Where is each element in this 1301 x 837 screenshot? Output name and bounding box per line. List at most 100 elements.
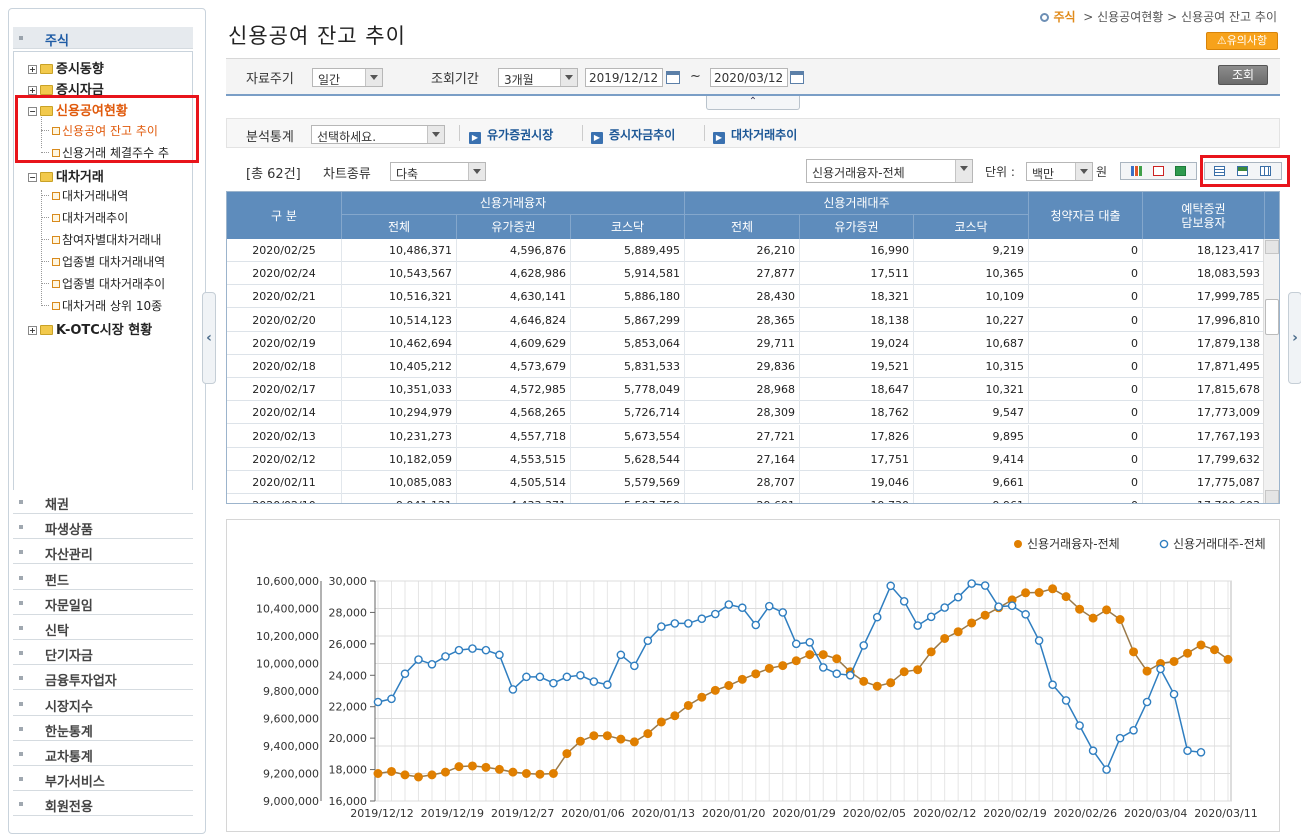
data-point: [1115, 733, 1125, 743]
location-icon: [1040, 13, 1050, 22]
tree-item-kotc[interactable]: + K-OTC시장 현황: [28, 323, 153, 338]
tree-item-lending-history[interactable]: 대차거래내역: [52, 187, 128, 204]
sidebar-menu-item[interactable]: 한눈통계: [13, 716, 193, 741]
tree-item-sector-lending-trend[interactable]: 업종별 대차거래추이: [52, 275, 165, 292]
table-row: 2020/02/109,941,1214,433,3715,507,75029,…: [227, 494, 1265, 503]
header-loan-kospi: 유가증권: [457, 215, 571, 239]
y-left-tick-label: 9,600,000: [263, 713, 319, 726]
data-point: [616, 650, 626, 660]
series-select[interactable]: 신용거래융자-전체: [806, 159, 973, 183]
grid-view-icon[interactable]: [1260, 166, 1271, 176]
tree-item-lending-trend[interactable]: 대차거래추이: [52, 209, 128, 226]
tree-item-market-funds[interactable]: + 증시자금: [28, 83, 104, 98]
collapse-icon[interactable]: −: [28, 107, 37, 116]
search-button[interactable]: 조회: [1218, 65, 1268, 85]
x-tick-label: 2019/12/27: [491, 807, 554, 820]
end-date-input[interactable]: 2020/03/12: [710, 68, 788, 87]
period-select[interactable]: 일간: [312, 68, 383, 87]
sidebar-menu-item[interactable]: 신탁: [13, 616, 193, 640]
tree-item-participant-lending[interactable]: 참여자별대차거래내: [52, 231, 161, 248]
expand-panel-tab[interactable]: ›: [1288, 292, 1301, 384]
y-left-tick-label: 9,800,000: [263, 685, 319, 698]
chevron-left-icon: ‹: [206, 330, 212, 346]
chart-export-icon[interactable]: [1131, 166, 1142, 176]
sidebar-menu-item[interactable]: 시장지수: [13, 691, 193, 716]
start-date-input[interactable]: 2019/12/12: [585, 68, 663, 87]
tree-item-stock-lending[interactable]: − 대차거래: [28, 170, 104, 185]
unit-suffix: 원: [1096, 165, 1108, 179]
scroll-down-icon[interactable]: [1265, 490, 1279, 503]
tree-item-credit-balance-trend[interactable]: 신용공여 잔고 추이: [52, 122, 158, 139]
bullet-icon: [19, 777, 23, 782]
scroll-thumb[interactable]: [1265, 299, 1279, 335]
table-cell: 5,831,533: [571, 355, 685, 378]
table-cell: 28,309: [685, 401, 800, 425]
link-kospi-market[interactable]: ▶ 유가증권시장: [469, 126, 553, 144]
sidebar-menu-item[interactable]: 회원전용: [13, 792, 193, 817]
sidebar-menu-item[interactable]: 자산관리: [13, 540, 193, 565]
chart-table-view-icon[interactable]: [1237, 166, 1248, 176]
unit-select[interactable]: 백만: [1026, 162, 1093, 181]
data-point: [940, 633, 950, 643]
chart-type-select[interactable]: 다축: [390, 162, 486, 181]
expand-icon[interactable]: +: [28, 65, 37, 74]
sidebar-menu-item[interactable]: 금융투자업자: [13, 666, 193, 691]
calendar-icon[interactable]: [666, 71, 680, 84]
table-cell: 5,579,569: [571, 471, 685, 494]
table-cell: 17,879,138: [1143, 331, 1265, 355]
collapse-filter-toggle[interactable]: ⌃: [706, 96, 800, 110]
table-cell: 19,730: [800, 494, 914, 503]
table-cell: 17,767,193: [1143, 424, 1265, 448]
sidebar-menu-item[interactable]: 단기자금: [13, 641, 193, 666]
table-cell: 16,990: [800, 239, 914, 262]
sidebar-menu-item[interactable]: 채권: [13, 490, 193, 514]
data-point: [764, 663, 774, 673]
pdf-icon[interactable]: [1153, 166, 1164, 176]
expand-icon[interactable]: +: [28, 86, 37, 95]
calendar-icon[interactable]: [790, 71, 804, 84]
tree-item-credit-shares-trend[interactable]: 신용거래 체결주수 추: [52, 144, 169, 161]
tree-item-top10-lending[interactable]: 대차거래 상위 10종: [52, 297, 162, 314]
breadcrumb-home[interactable]: 주식: [1053, 10, 1076, 24]
table-row: 2020/02/25 10,486,371 4,596,876 5,889,495 26…: [227, 239, 1265, 262]
link-market-funds-trend[interactable]: ▶ 증시자금추이: [591, 126, 675, 144]
data-point: [980, 581, 990, 590]
table-row: 2020/02/18 10,405,212 4,573,679 5,831,533 29…: [227, 355, 1265, 378]
data-point: [1183, 648, 1193, 658]
tree-item-sector-lending-history[interactable]: 업종별 대차거래내역: [52, 253, 165, 270]
sidebar-menu-label: 자문일임: [45, 598, 93, 614]
table-view-icon[interactable]: [1214, 166, 1225, 176]
collapse-sidebar-tab[interactable]: ‹: [202, 292, 216, 384]
sidebar-menu-item[interactable]: 펀드: [13, 565, 193, 590]
table-scrollbar[interactable]: [1263, 239, 1279, 503]
sidebar-header[interactable]: 주식: [13, 27, 193, 49]
table-cell: 10,462,694: [342, 331, 457, 355]
data-point: [630, 661, 639, 671]
tree-item-credit-status[interactable]: − 신용공여현황: [28, 104, 128, 119]
excel-icon[interactable]: [1175, 166, 1186, 176]
table-cell: 28,365: [685, 308, 800, 332]
analysis-select[interactable]: 선택하세요.: [311, 125, 445, 144]
link-label: 증시자금추이: [609, 128, 676, 142]
range-select[interactable]: 3개월: [498, 68, 578, 87]
expand-icon[interactable]: +: [28, 326, 37, 335]
highlight-box: [15, 95, 199, 163]
sidebar-menu-item[interactable]: 교차통계: [13, 742, 193, 766]
notice-button[interactable]: ⚠유의사항: [1206, 32, 1278, 50]
link-lending-trend[interactable]: ▶ 대차거래추이: [713, 126, 797, 144]
data-point: [859, 641, 869, 650]
breadcrumb-level2[interactable]: 신용공여 잔고 추이: [1181, 10, 1277, 24]
collapse-icon[interactable]: −: [28, 173, 37, 182]
y-right-tick-label: 28,000: [329, 606, 368, 619]
breadcrumb-level1[interactable]: 신용공여현황: [1097, 10, 1164, 24]
sidebar-menu-item[interactable]: 파생상품: [13, 515, 193, 540]
sidebar-menu-item[interactable]: 부가서비스: [13, 767, 193, 792]
data-point: [670, 619, 680, 628]
tree-item-market-trend[interactable]: + 증시동향: [28, 62, 104, 77]
bullet-icon: [19, 802, 23, 807]
data-point: [1102, 605, 1112, 615]
sidebar-menu-label: 교차통계: [45, 750, 93, 765]
line-chart: 10,600,000 10,400,000 10,200,000 10,000,000…: [256, 537, 1266, 820]
sidebar-menu-item[interactable]: 자문일임: [13, 590, 193, 615]
scroll-up-icon[interactable]: [1265, 240, 1279, 254]
